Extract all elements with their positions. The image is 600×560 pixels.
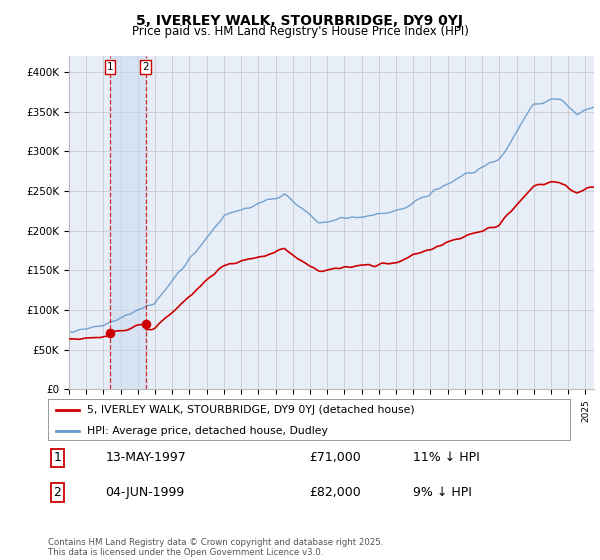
Text: £82,000: £82,000 <box>309 486 361 499</box>
Text: Price paid vs. HM Land Registry's House Price Index (HPI): Price paid vs. HM Land Registry's House … <box>131 25 469 38</box>
Text: 04-JUN-1999: 04-JUN-1999 <box>106 486 185 499</box>
Text: 1: 1 <box>106 62 113 72</box>
Text: 5, IVERLEY WALK, STOURBRIDGE, DY9 0YJ (detached house): 5, IVERLEY WALK, STOURBRIDGE, DY9 0YJ (d… <box>87 405 415 415</box>
Text: 5, IVERLEY WALK, STOURBRIDGE, DY9 0YJ: 5, IVERLEY WALK, STOURBRIDGE, DY9 0YJ <box>137 14 464 28</box>
Text: 9% ↓ HPI: 9% ↓ HPI <box>413 486 472 499</box>
Text: HPI: Average price, detached house, Dudley: HPI: Average price, detached house, Dudl… <box>87 426 328 436</box>
Text: 11% ↓ HPI: 11% ↓ HPI <box>413 451 480 464</box>
Bar <box>110 56 146 389</box>
Text: 2: 2 <box>142 62 149 72</box>
Text: 13-MAY-1997: 13-MAY-1997 <box>106 451 186 464</box>
Text: 1: 1 <box>53 451 61 464</box>
Point <box>141 320 151 329</box>
Point <box>105 328 115 337</box>
Text: £71,000: £71,000 <box>309 451 361 464</box>
Text: Contains HM Land Registry data © Crown copyright and database right 2025.
This d: Contains HM Land Registry data © Crown c… <box>48 538 383 557</box>
Text: 2: 2 <box>53 486 61 499</box>
